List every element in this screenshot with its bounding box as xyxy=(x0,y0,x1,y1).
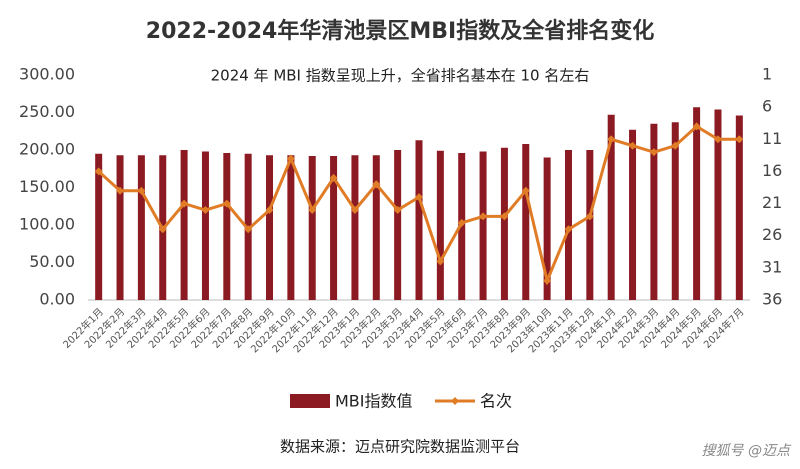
rank-marker xyxy=(201,206,210,214)
bar xyxy=(586,150,594,300)
bar xyxy=(436,150,444,300)
y-tick-label: 150.00 xyxy=(19,177,75,196)
legend-swatch xyxy=(451,397,459,405)
rank-marker xyxy=(521,186,530,195)
legend-swatch xyxy=(290,394,330,408)
y2-tick-label: 6 xyxy=(762,97,772,116)
y2-tick-label: 16 xyxy=(762,161,782,180)
y-tick-label: 0.00 xyxy=(39,290,75,309)
y-tick-label: 200.00 xyxy=(19,140,75,159)
bar xyxy=(223,153,231,300)
rank-marker xyxy=(415,193,423,202)
chart-subtitle: 2024 年 MBI 指数呈现上升，全省排名基本在 10 名左右 xyxy=(211,67,590,85)
y2-tick-label: 21 xyxy=(762,193,782,212)
y2-tick-label: 31 xyxy=(762,257,782,276)
legend-label: MBI指数值 xyxy=(335,392,413,411)
rank-marker xyxy=(265,206,274,214)
bar xyxy=(522,144,530,300)
rank-marker xyxy=(713,135,722,144)
bar xyxy=(351,155,359,300)
rank-marker xyxy=(244,225,253,234)
bar xyxy=(116,155,124,300)
y2-tick-label: 26 xyxy=(762,225,782,244)
bar xyxy=(137,155,145,300)
bar xyxy=(629,129,637,300)
rank-marker xyxy=(158,225,167,234)
rank-marker xyxy=(329,173,338,182)
rank-marker xyxy=(692,122,701,131)
bar xyxy=(330,156,338,300)
rank-marker xyxy=(180,199,189,208)
bar xyxy=(95,153,103,300)
chart-title: 2022-2024年华清池景区MBI指数及全省排名变化 xyxy=(146,18,654,44)
bar xyxy=(735,115,743,300)
bar xyxy=(693,107,701,300)
bar xyxy=(564,150,572,300)
bar xyxy=(500,147,508,300)
y-tick-label: 250.00 xyxy=(19,102,75,121)
bar xyxy=(415,140,423,300)
rank-marker xyxy=(735,135,744,144)
source-note: 数据来源：迈点研究院数据监测平台 xyxy=(280,438,520,456)
bar xyxy=(543,157,551,300)
y2-tick-label: 11 xyxy=(762,129,782,148)
rank-marker xyxy=(286,154,295,163)
bar xyxy=(180,150,188,300)
y2-tick-label: 1 xyxy=(762,65,772,84)
bar xyxy=(372,155,380,300)
rank-marker xyxy=(607,135,616,144)
rank-marker xyxy=(564,225,573,234)
bar xyxy=(287,155,295,300)
rank-marker xyxy=(585,212,594,221)
bar xyxy=(394,150,402,300)
bar xyxy=(308,156,316,300)
legend-label: 名次 xyxy=(480,392,512,411)
rank-marker xyxy=(350,206,359,214)
y-tick-label: 300.00 xyxy=(19,65,75,84)
rank-marker xyxy=(457,218,466,227)
rank-marker xyxy=(479,212,488,221)
bar xyxy=(714,109,722,300)
rank-marker xyxy=(543,276,552,285)
bar xyxy=(479,151,487,300)
rank-marker xyxy=(94,167,103,176)
rank-marker xyxy=(116,186,125,195)
watermark: 搜狐号 @迈点 xyxy=(702,443,792,459)
rank-marker xyxy=(500,212,509,221)
rank-marker xyxy=(372,180,381,189)
bar xyxy=(201,151,209,300)
y-tick-label: 100.00 xyxy=(19,215,75,234)
rank-marker xyxy=(671,141,680,150)
bar xyxy=(671,122,679,300)
rank-marker xyxy=(393,206,402,214)
bar xyxy=(266,155,274,300)
rank-marker xyxy=(649,148,658,157)
bar xyxy=(650,123,658,300)
rank-marker xyxy=(628,141,637,150)
y-tick-label: 50.00 xyxy=(29,252,75,271)
rank-marker xyxy=(137,186,146,195)
bar xyxy=(607,114,615,300)
y2-tick-label: 36 xyxy=(762,290,782,309)
rank-marker xyxy=(308,206,317,214)
rank-marker xyxy=(222,199,231,208)
rank-marker xyxy=(436,257,445,266)
